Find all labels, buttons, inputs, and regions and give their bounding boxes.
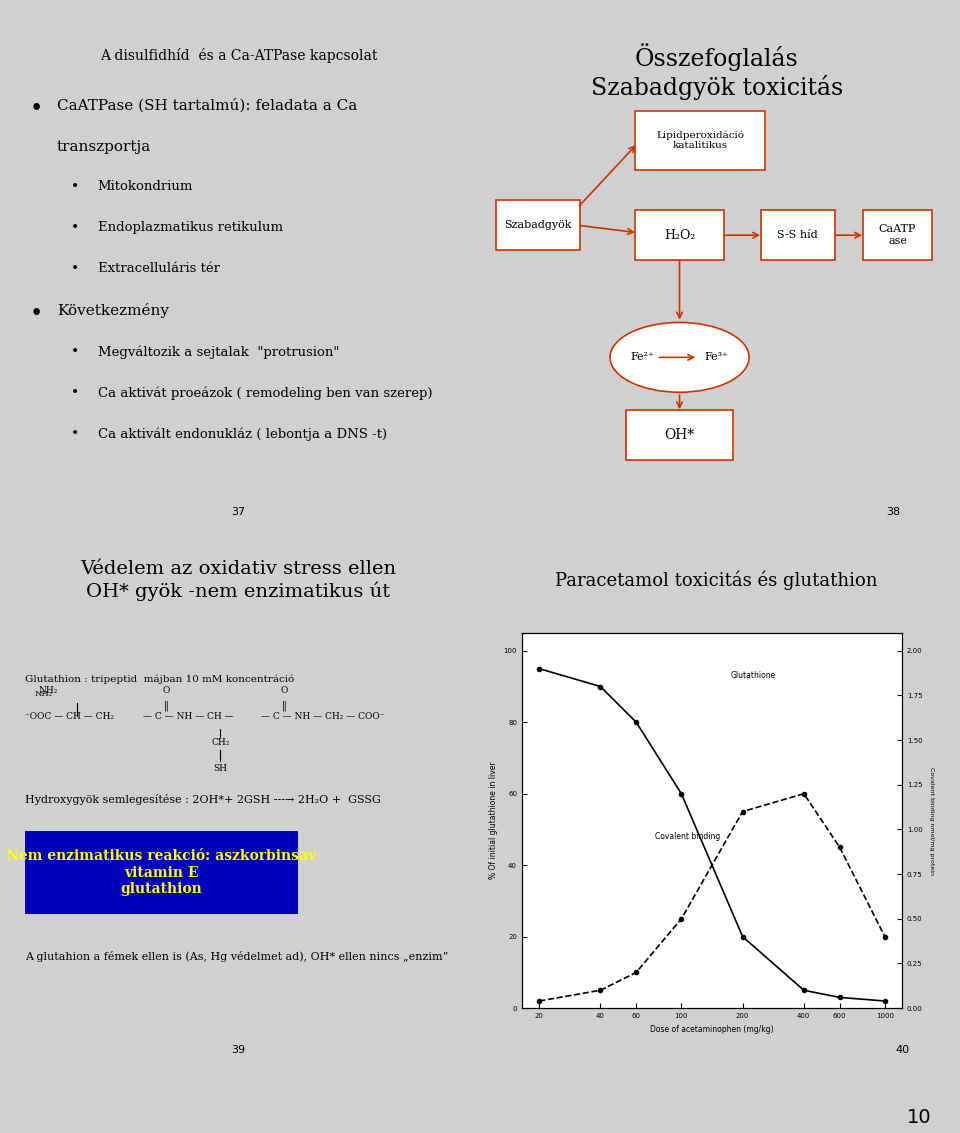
Text: — C — NH — CH —: — C — NH — CH — — [143, 712, 234, 721]
X-axis label: Dose of acetaminophen (mg/kg): Dose of acetaminophen (mg/kg) — [650, 1024, 774, 1033]
Text: CaATPase (SH tartalmú): feladata a Ca: CaATPase (SH tartalmú): feladata a Ca — [57, 99, 357, 112]
Ellipse shape — [610, 323, 749, 392]
Text: 37: 37 — [231, 506, 246, 517]
Text: •: • — [30, 99, 43, 120]
Text: Glutathione: Glutathione — [731, 671, 777, 680]
FancyBboxPatch shape — [636, 111, 765, 170]
Text: •: • — [70, 180, 79, 195]
Text: 10: 10 — [906, 1108, 931, 1127]
Text: OH*: OH* — [664, 427, 695, 442]
Bar — [25, 830, 298, 914]
Text: H₂O₂: H₂O₂ — [664, 229, 695, 241]
Text: Hydroxygyök semlegesítése : 2OH*+ 2GSH ---→ 2H₂O +  GSSG: Hydroxygyök semlegesítése : 2OH*+ 2GSH -… — [25, 794, 381, 806]
FancyBboxPatch shape — [496, 201, 580, 250]
Text: •: • — [70, 346, 79, 359]
Text: — C — NH — CH₂ — COO⁻: — C — NH — CH₂ — COO⁻ — [261, 712, 385, 721]
Text: ⁻OOC — CH — CH₂: ⁻OOC — CH — CH₂ — [25, 712, 114, 721]
Text: Glutathion : tripeptid  májban 10 mM koncentráció: Glutathion : tripeptid májban 10 mM konc… — [25, 674, 295, 684]
Text: O: O — [162, 687, 170, 696]
Text: Ca aktivált endonukláz ( lebontja a DNS -t): Ca aktivált endonukláz ( lebontja a DNS … — [98, 427, 387, 441]
Text: ‖: ‖ — [281, 700, 286, 712]
Text: Szabadgyök: Szabadgyök — [504, 220, 572, 230]
Text: NH₂: NH₂ — [35, 690, 52, 698]
Text: •: • — [70, 386, 79, 400]
Text: Összefoglalás
Szabadgyök toxicitás: Összefoglalás Szabadgyök toxicitás — [590, 43, 843, 100]
Text: Fe²⁺: Fe²⁺ — [631, 352, 655, 363]
Text: Extracelluláris tér: Extracelluláris tér — [98, 262, 220, 275]
Text: CH₂: CH₂ — [211, 738, 229, 747]
Text: •: • — [30, 303, 43, 325]
Text: Mitokondrium: Mitokondrium — [98, 180, 193, 194]
Text: CaATP
ase: CaATP ase — [878, 224, 916, 246]
FancyBboxPatch shape — [760, 211, 835, 261]
Text: Védelem az oxidativ stress ellen
OH* gyök -nem enzimatikus út: Védelem az oxidativ stress ellen OH* gyö… — [81, 560, 396, 600]
FancyBboxPatch shape — [863, 211, 932, 261]
Text: A disulfidhíd  és a Ca-ATPase kapcsolat: A disulfidhíd és a Ca-ATPase kapcsolat — [100, 49, 377, 63]
Text: Covalent binding: Covalent binding — [655, 833, 720, 842]
Y-axis label: Covalent binding nmol/mg protein: Covalent binding nmol/mg protein — [929, 767, 934, 875]
Text: A glutahion a fémek ellen is (As, Hg védelmet ad), OH* ellen nincs „enzim”: A glutahion a fémek ellen is (As, Hg véd… — [25, 951, 448, 962]
Text: SH: SH — [213, 764, 228, 773]
Text: 39: 39 — [231, 1045, 246, 1055]
Text: 40: 40 — [895, 1045, 909, 1055]
Y-axis label: % Of initial glutathione in liver: % Of initial glutathione in liver — [489, 761, 498, 879]
Text: •: • — [70, 427, 79, 441]
Text: •: • — [70, 262, 79, 276]
Text: Következmény: Következmény — [57, 303, 169, 318]
Text: Nem enzimatikus reakció: aszkorbinsav
vitamin E
glutathion: Nem enzimatikus reakció: aszkorbinsav vi… — [7, 850, 317, 896]
Text: S-S híd: S-S híd — [778, 230, 818, 240]
Text: Endoplazmatikus retikulum: Endoplazmatikus retikulum — [98, 221, 283, 235]
Text: O: O — [280, 687, 288, 696]
FancyBboxPatch shape — [636, 211, 724, 261]
Text: NH₂: NH₂ — [38, 687, 59, 696]
Text: transzportja: transzportja — [57, 140, 151, 154]
Text: ‖: ‖ — [163, 700, 168, 712]
FancyBboxPatch shape — [626, 410, 732, 460]
Text: 38: 38 — [886, 506, 900, 517]
Text: •: • — [70, 221, 79, 236]
Text: Lipidperoxidáció
katalitikus: Lipidperoxidáció katalitikus — [657, 130, 744, 151]
Text: Ca aktivát proeázok ( remodeling ben van szerep): Ca aktivát proeázok ( remodeling ben van… — [98, 386, 432, 400]
Text: Fe³⁺: Fe³⁺ — [705, 352, 729, 363]
Text: Megváltozik a sejtalak  "protrusion": Megváltozik a sejtalak "protrusion" — [98, 346, 339, 359]
Text: Paracetamol toxicitás és glutathion: Paracetamol toxicitás és glutathion — [556, 570, 877, 590]
